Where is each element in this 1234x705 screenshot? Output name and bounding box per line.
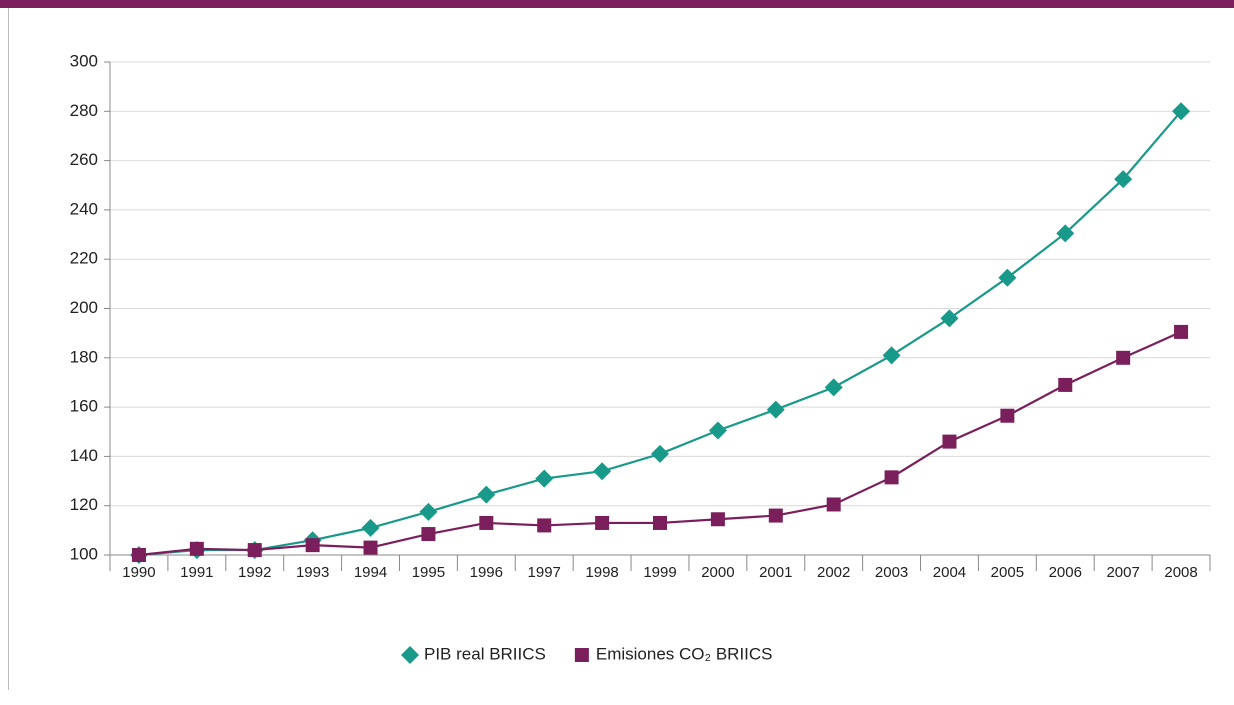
x-tick-label: 1999 bbox=[643, 564, 676, 581]
marker bbox=[651, 444, 669, 463]
marker bbox=[653, 515, 667, 530]
marker bbox=[537, 518, 552, 533]
marker bbox=[824, 378, 843, 397]
marker bbox=[884, 470, 899, 485]
marker bbox=[593, 462, 612, 481]
x-tick-label: 1991 bbox=[180, 564, 213, 581]
x-tick-label: 1997 bbox=[528, 564, 561, 581]
marker bbox=[574, 648, 589, 662]
x-tick-label: 2000 bbox=[701, 564, 734, 581]
marker bbox=[479, 515, 494, 530]
marker bbox=[768, 508, 783, 523]
y-tick-label: 180 bbox=[70, 347, 98, 366]
y-tick-label: 220 bbox=[70, 249, 98, 268]
y-tick-label: 100 bbox=[70, 544, 98, 563]
x-tick-label: 2003 bbox=[875, 564, 908, 581]
x-tick-label: 2006 bbox=[1049, 564, 1082, 581]
x-tick-label: 1990 bbox=[122, 564, 155, 581]
x-tick-label: 1996 bbox=[470, 564, 503, 581]
y-tick-label: 160 bbox=[70, 397, 98, 416]
x-tick-label: 1992 bbox=[238, 564, 271, 581]
marker bbox=[710, 512, 725, 527]
marker bbox=[189, 541, 204, 556]
marker bbox=[305, 538, 320, 553]
legend-label: PIB real BRIICS bbox=[424, 644, 546, 663]
x-tick-label: 1993 bbox=[296, 564, 329, 581]
header-bar bbox=[0, 0, 1234, 8]
marker bbox=[247, 543, 262, 558]
marker bbox=[595, 515, 610, 530]
marker bbox=[421, 527, 436, 542]
legend-label: Emisiones CO₂ BRIICS bbox=[596, 644, 773, 663]
x-tick-label: 2002 bbox=[817, 564, 850, 581]
x-tick-label: 1995 bbox=[412, 564, 445, 581]
y-tick-label: 240 bbox=[70, 199, 98, 218]
marker bbox=[942, 434, 957, 449]
y-tick-label: 200 bbox=[70, 298, 98, 317]
marker bbox=[131, 548, 146, 562]
marker bbox=[535, 469, 554, 488]
x-tick-label: 2007 bbox=[1106, 564, 1139, 581]
y-tick-label: 300 bbox=[70, 51, 98, 70]
marker bbox=[361, 518, 380, 537]
marker bbox=[882, 346, 901, 365]
marker bbox=[708, 421, 727, 440]
y-tick-label: 280 bbox=[70, 101, 98, 120]
marker bbox=[940, 309, 959, 328]
x-tick-label: 2005 bbox=[991, 564, 1024, 581]
marker bbox=[477, 485, 496, 504]
marker bbox=[826, 497, 841, 512]
marker bbox=[1174, 324, 1189, 339]
y-tick-label: 260 bbox=[70, 150, 98, 169]
marker bbox=[1172, 102, 1191, 121]
marker bbox=[1116, 350, 1131, 365]
marker bbox=[1114, 170, 1133, 189]
x-tick-label: 2008 bbox=[1164, 564, 1197, 581]
marker bbox=[998, 268, 1017, 287]
x-tick-label: 1998 bbox=[585, 564, 618, 581]
marker bbox=[1056, 224, 1075, 243]
marker bbox=[363, 540, 378, 555]
marker bbox=[1058, 377, 1073, 392]
x-tick-label: 1994 bbox=[354, 564, 387, 581]
y-tick-label: 120 bbox=[70, 495, 98, 514]
y-tick-label: 140 bbox=[70, 446, 98, 465]
x-tick-label: 2004 bbox=[933, 564, 966, 581]
x-tick-label: 2001 bbox=[759, 564, 792, 581]
series-line bbox=[138, 110, 1182, 557]
marker bbox=[401, 646, 419, 664]
marker bbox=[766, 400, 785, 419]
marker bbox=[1000, 408, 1015, 423]
marker bbox=[419, 502, 438, 521]
